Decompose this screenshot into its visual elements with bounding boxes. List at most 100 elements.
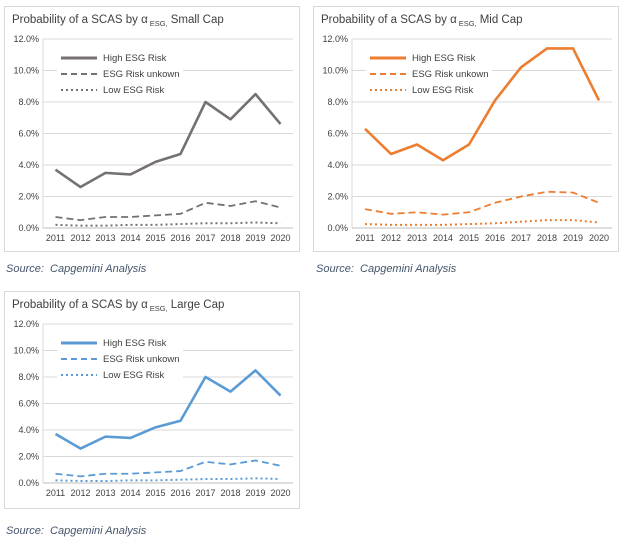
legend-label: Low ESG Risk <box>103 84 165 96</box>
legend-item: ESG Risk unkown <box>60 68 180 80</box>
x-tick-label: 2019 <box>245 233 265 243</box>
x-tick-label: 2015 <box>145 233 165 243</box>
x-tick-label: 2011 <box>46 233 65 243</box>
y-tick-label: 2.0% <box>18 452 39 462</box>
x-tick-label: 2020 <box>270 233 290 243</box>
chart-title-text: Probability of a SCAS by α <box>12 299 148 311</box>
y-tick-label: 8.0% <box>327 97 348 107</box>
source-note-mid-cap: Source: Capgemini Analysis <box>316 263 457 275</box>
x-tick-label: 2016 <box>170 233 190 243</box>
source-note-small-cap: Source: Capgemini Analysis <box>6 263 147 275</box>
y-tick-label: 0.0% <box>18 478 39 488</box>
x-tick-label: 2017 <box>195 488 215 498</box>
legend-line-sample-solid <box>61 56 97 60</box>
chart-panel-large-cap: Probability of a SCAS by α ESG, Large Cap … <box>4 291 300 509</box>
x-tick-label: 2013 <box>95 233 115 243</box>
legend-label: High ESG Risk <box>412 52 476 64</box>
x-tick-label: 2013 <box>95 488 115 498</box>
y-tick-label: 12.0% <box>13 34 39 44</box>
y-tick-label: 8.0% <box>18 97 39 107</box>
legend-line-sample-dotted <box>61 89 97 91</box>
y-tick-label: 12.0% <box>13 319 39 329</box>
x-tick-label: 2019 <box>245 488 265 498</box>
chart-title-cap: Mid Cap <box>479 14 523 26</box>
legend-item: Low ESG Risk <box>60 84 180 96</box>
y-tick-label: 10.0% <box>322 66 348 76</box>
legend-item: High ESG Risk <box>60 52 180 64</box>
y-tick-label: 6.0% <box>18 129 39 139</box>
chart-title-cap: Small Cap <box>170 14 224 26</box>
legend-line-sample-solid <box>370 56 406 60</box>
series-line-dashed <box>55 459 281 478</box>
legend-label: ESG Risk unkown <box>103 353 180 365</box>
legend-label: ESG Risk unkown <box>412 68 489 80</box>
legend-label: Low ESG Risk <box>103 369 165 381</box>
chart-title-small-cap: Probability of a SCAS by α ESG, Small Cap <box>12 14 224 28</box>
y-tick-label: 0.0% <box>18 223 39 233</box>
chart-title-cap: Large Cap <box>170 299 225 311</box>
chart-title-mid-cap: Probability of a SCAS by α ESG, Mid Cap <box>321 14 523 28</box>
legend-label: High ESG Risk <box>103 52 167 64</box>
line-chart-mid-cap: 0.0% 2.0% 4.0% 6.0% 8.0% 10.0% 12.0% 2011 2012 20… <box>322 34 612 243</box>
legend-line-sample-dashed <box>61 358 97 360</box>
x-tick-label: 2015 <box>459 233 479 243</box>
legend-item: Low ESG Risk <box>369 84 489 96</box>
legend-item: High ESG Risk <box>369 52 489 64</box>
legend-item: High ESG Risk <box>60 337 180 349</box>
x-tick-label: 2017 <box>195 233 215 243</box>
x-tick-label: 2011 <box>46 488 65 498</box>
y-tick-label: 4.0% <box>327 160 348 170</box>
x-tick-label: 2013 <box>407 233 427 243</box>
legend-line-sample-dashed <box>61 73 97 75</box>
y-tick-label: 8.0% <box>18 372 39 382</box>
y-tick-label: 0.0% <box>327 223 348 233</box>
x-tick-label: 2012 <box>70 233 90 243</box>
x-tick-label: 2020 <box>589 233 609 243</box>
chart-legend-small-cap: High ESG Risk ESG Risk unkown Low ESG Risk <box>57 51 183 97</box>
chart-title-text: Probability of a SCAS by α <box>12 14 148 26</box>
x-tick-label: 2016 <box>170 488 190 498</box>
y-tick-label: 4.0% <box>18 160 39 170</box>
chart-title-large-cap: Probability of a SCAS by α ESG, Large Cap <box>12 299 224 313</box>
series-line-dotted <box>55 477 281 483</box>
legend-item: Low ESG Risk <box>60 369 180 381</box>
y-tick-label: 10.0% <box>13 66 39 76</box>
x-tick-label: 2018 <box>537 233 557 243</box>
y-tick-label: 12.0% <box>322 34 348 44</box>
series-line-dotted <box>55 221 281 227</box>
x-tick-label: 2012 <box>70 488 90 498</box>
legend-label: ESG Risk unkown <box>103 68 180 80</box>
legend-line-sample-dashed <box>370 73 406 75</box>
x-tick-label: 2011 <box>355 233 374 243</box>
x-tick-label: 2018 <box>220 233 240 243</box>
x-tick-label: 2017 <box>511 233 531 243</box>
legend-label: High ESG Risk <box>103 337 167 349</box>
legend-label: Low ESG Risk <box>412 84 474 96</box>
chart-panel-small-cap: Probability of a SCAS by α ESG, Small Cap … <box>4 6 300 252</box>
y-tick-label: 6.0% <box>327 129 348 139</box>
x-tick-label: 2015 <box>145 488 165 498</box>
chart-title-subscript: ESG, <box>149 304 168 313</box>
legend-line-sample-dotted <box>61 374 97 376</box>
chart-panel-mid-cap: Probability of a SCAS by α ESG, Mid Cap 0.… <box>313 6 619 252</box>
chart-title-subscript: ESG, <box>458 19 477 28</box>
series-line-dotted <box>364 219 600 226</box>
legend-line-sample-solid <box>61 341 97 345</box>
x-tick-label: 2016 <box>485 233 505 243</box>
chart-title-subscript: ESG, <box>149 19 168 28</box>
y-tick-label: 10.0% <box>13 346 39 356</box>
series-line-dashed <box>364 190 600 216</box>
source-note-large-cap: Source: Capgemini Analysis <box>6 525 147 537</box>
line-chart-small-cap: 0.0% 2.0% 4.0% 6.0% 8.0% 10.0% 12.0% 2011 2012 20… <box>13 34 293 243</box>
y-tick-label: 4.0% <box>18 425 39 435</box>
x-tick-label: 2018 <box>220 488 240 498</box>
legend-line-sample-dotted <box>370 89 406 91</box>
y-tick-label: 2.0% <box>327 192 348 202</box>
legend-item: ESG Risk unkown <box>369 68 489 80</box>
x-tick-label: 2019 <box>563 233 583 243</box>
chart-title-text: Probability of a SCAS by α <box>321 14 457 26</box>
legend-item: ESG Risk unkown <box>60 353 180 365</box>
series-line-solid <box>54 369 282 450</box>
chart-legend-mid-cap: High ESG Risk ESG Risk unkown Low ESG Risk <box>366 51 492 97</box>
